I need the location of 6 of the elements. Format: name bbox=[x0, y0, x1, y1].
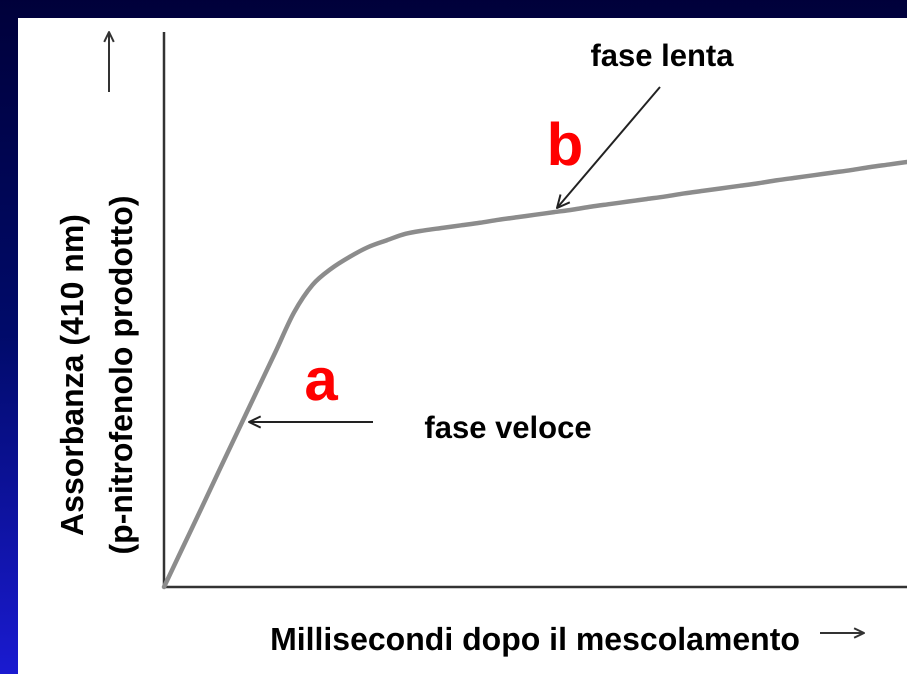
text: fase lenta bbox=[590, 38, 734, 73]
x-axis-title: Millisecondi dopo il mescolamento bbox=[270, 621, 800, 657]
annotation: a bbox=[304, 346, 338, 413]
annotation: b bbox=[546, 111, 584, 178]
annotation: fase veloce bbox=[424, 410, 592, 445]
y-axis-title: Assorbanza (410 nm) (p-nitrofenolo prodotto) bbox=[54, 196, 139, 554]
